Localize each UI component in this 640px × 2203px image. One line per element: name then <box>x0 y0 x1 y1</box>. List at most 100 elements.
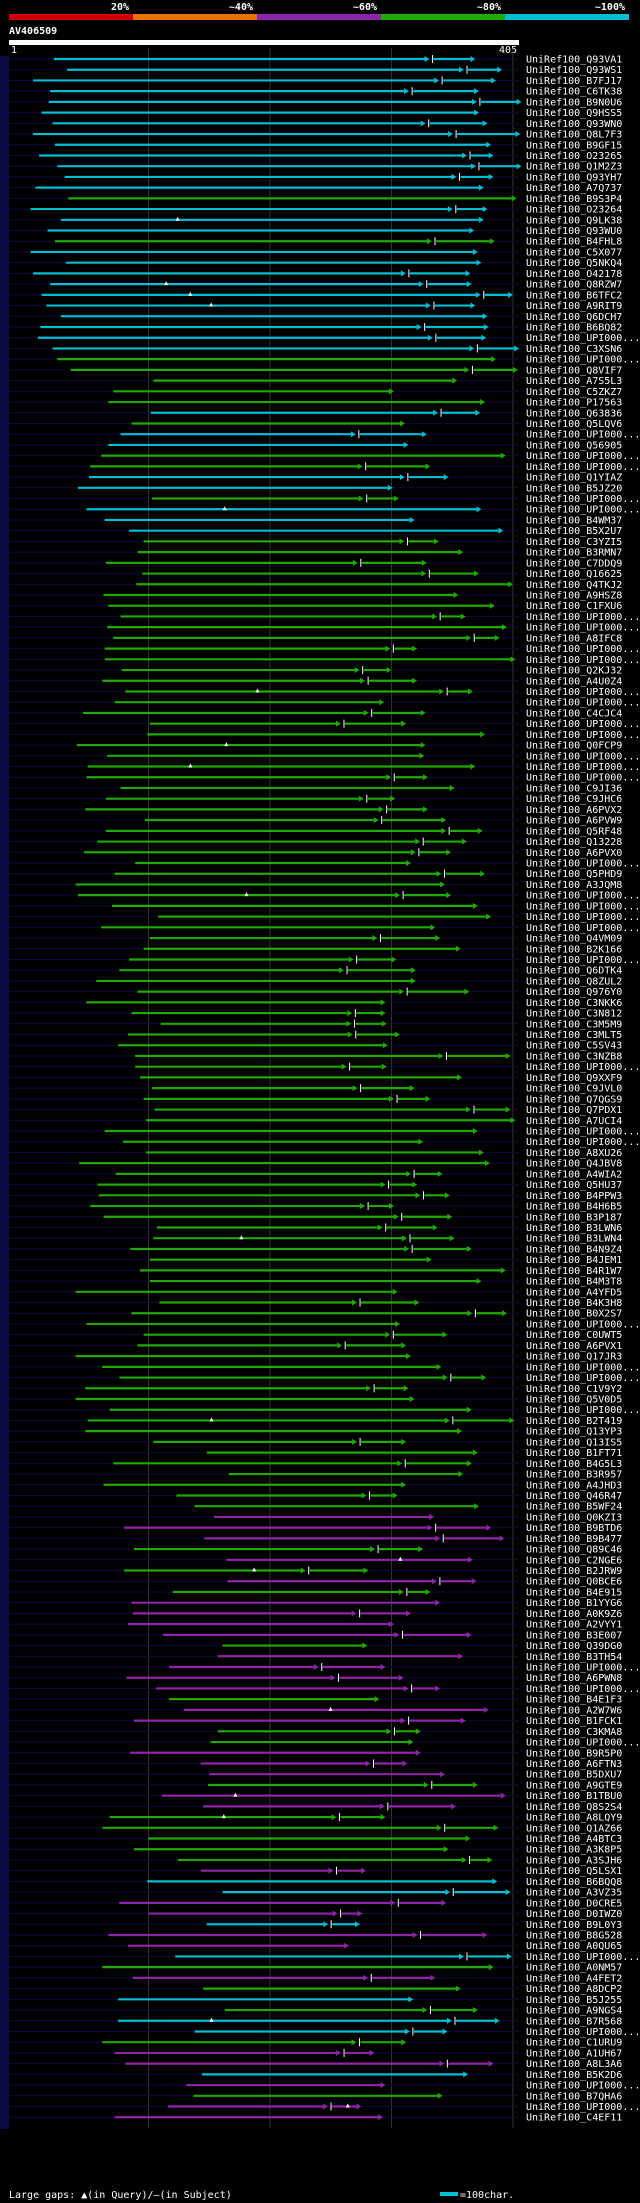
subject-label[interactable]: UniRef100_UPI000... <box>526 451 640 462</box>
subject-label[interactable]: UniRef100_UPI000... <box>526 719 640 730</box>
subject-label[interactable]: UniRef100_A6PVW9 <box>526 816 622 827</box>
subject-label[interactable]: UniRef100_Q93YH7 <box>526 172 622 183</box>
subject-label[interactable]: UniRef100_UPI000... <box>526 333 640 344</box>
subject-label[interactable]: UniRef100_Q8RZW7 <box>526 280 622 291</box>
subject-label[interactable]: UniRef100_A6PVX0 <box>526 848 622 859</box>
subject-label[interactable]: UniRef100_UPI000... <box>526 655 640 666</box>
subject-label[interactable]: UniRef100_B6BQ82 <box>526 323 622 334</box>
subject-label[interactable]: UniRef100_Q8ZUL2 <box>526 976 622 987</box>
subject-label[interactable]: UniRef100_C3MLT5 <box>526 1030 622 1041</box>
subject-label[interactable]: UniRef100_Q56905 <box>526 440 622 451</box>
subject-label[interactable]: UniRef100_A6PVX2 <box>526 805 622 816</box>
subject-label[interactable]: UniRef100_Q5LQV6 <box>526 419 622 430</box>
subject-label[interactable]: UniRef100_A0QU65 <box>526 1941 622 1952</box>
subject-label[interactable]: UniRef100_UPI000... <box>526 698 640 709</box>
subject-label[interactable]: UniRef100_Q1M2Z3 <box>526 162 622 173</box>
subject-label[interactable]: UniRef100_UPI000... <box>526 1738 640 1749</box>
subject-label[interactable]: UniRef100_UPI000... <box>526 612 640 623</box>
subject-label[interactable]: UniRef100_A4U0Z4 <box>526 676 622 687</box>
subject-label[interactable]: UniRef100_A3SJH6 <box>526 1855 622 1866</box>
subject-label[interactable]: UniRef100_A4YFD5 <box>526 1287 622 1298</box>
subject-label[interactable]: UniRef100_UPI000... <box>526 773 640 784</box>
subject-label[interactable]: UniRef100_B4E915 <box>526 1587 622 1598</box>
subject-label[interactable]: UniRef100_C1V9Y2 <box>526 1384 622 1395</box>
subject-label[interactable]: UniRef100_UPI000... <box>526 1127 640 1138</box>
subject-label[interactable]: UniRef100_B4WM37 <box>526 515 622 526</box>
subject-label[interactable]: UniRef100_A8IFC8 <box>526 633 622 644</box>
subject-label[interactable]: UniRef100_Q93WS1 <box>526 65 622 76</box>
subject-label[interactable]: UniRef100_Q5V0D5 <box>526 1395 622 1406</box>
subject-label[interactable]: UniRef100_A0NM57 <box>526 1963 622 1974</box>
subject-label[interactable]: UniRef100_Q7PDX1 <box>526 1105 622 1116</box>
subject-label[interactable]: UniRef100_A9GTE9 <box>526 1780 622 1791</box>
subject-label[interactable]: UniRef100_P17563 <box>526 398 622 409</box>
subject-label[interactable]: UniRef100_C3XSN6 <box>526 344 622 355</box>
subject-label[interactable]: UniRef100_Q93WU0 <box>526 226 622 237</box>
subject-label[interactable]: UniRef100_UPI000... <box>526 762 640 773</box>
subject-label[interactable]: UniRef100_A3JQM8 <box>526 880 622 891</box>
subject-label[interactable]: UniRef100_UPI000... <box>526 2027 640 2038</box>
subject-label[interactable]: UniRef100_C7DDQ9 <box>526 558 622 569</box>
subject-label[interactable]: UniRef100_B0X2S7 <box>526 1309 622 1320</box>
subject-label[interactable]: UniRef100_B6BQQ8 <box>526 1877 622 1888</box>
subject-label[interactable]: UniRef100_A9NGS4 <box>526 2006 622 2017</box>
subject-label[interactable]: UniRef100_UPI000... <box>526 891 640 902</box>
subject-label[interactable]: UniRef100_Q13IS5 <box>526 1437 622 1448</box>
subject-label[interactable]: UniRef100_UPI000... <box>526 644 640 655</box>
subject-label[interactable]: UniRef100_Q0FCP9 <box>526 741 622 752</box>
subject-label[interactable]: UniRef100_UPI000... <box>526 1373 640 1384</box>
subject-label[interactable]: UniRef100_A7Q737 <box>526 183 622 194</box>
subject-label[interactable]: UniRef100_A4FET2 <box>526 1973 622 1984</box>
subject-label[interactable]: UniRef100_B7FJ17 <box>526 76 622 87</box>
subject-label[interactable]: UniRef100_Q7QGS9 <box>526 1094 622 1105</box>
subject-label[interactable]: UniRef100_UPI000... <box>526 1405 640 1416</box>
subject-label[interactable]: UniRef100_C3YZI5 <box>526 537 622 548</box>
subject-label[interactable]: UniRef100_UPI000... <box>526 494 640 505</box>
subject-label[interactable]: UniRef100_A6FTN3 <box>526 1759 622 1770</box>
subject-label[interactable]: UniRef100_A8XU26 <box>526 1148 622 1159</box>
subject-label[interactable]: UniRef100_Q89C46 <box>526 1545 622 1556</box>
subject-label[interactable]: UniRef100_B9L0Y3 <box>526 1920 622 1931</box>
subject-label[interactable]: UniRef100_Q46R47 <box>526 1491 622 1502</box>
subject-label[interactable]: UniRef100_Q8VIF7 <box>526 365 622 376</box>
subject-label[interactable]: UniRef100_UPI000... <box>526 955 640 966</box>
subject-label[interactable]: UniRef100_A4WIA2 <box>526 1169 622 1180</box>
subject-label[interactable]: UniRef100_B4PPW3 <box>526 1191 622 1202</box>
subject-label[interactable]: UniRef100_Q9HSS5 <box>526 108 622 119</box>
subject-label[interactable]: UniRef100_A0K9Z6 <box>526 1609 622 1620</box>
subject-label[interactable]: UniRef100_B7R568 <box>526 2016 622 2027</box>
subject-label[interactable]: UniRef100_Q976Y0 <box>526 987 622 998</box>
subject-label[interactable]: UniRef100_B7QHA6 <box>526 2091 622 2102</box>
subject-label[interactable]: UniRef100_Q5NKQ4 <box>526 258 622 269</box>
subject-label[interactable]: UniRef100_Q13YP3 <box>526 1427 622 1438</box>
subject-label[interactable]: UniRef100_B3E007 <box>526 1630 622 1641</box>
subject-label[interactable]: UniRef100_Q0BCE6 <box>526 1577 622 1588</box>
subject-label[interactable]: UniRef100_A2W7W6 <box>526 1705 622 1716</box>
subject-label[interactable]: UniRef100_Q4TKJ2 <box>526 580 622 591</box>
subject-label[interactable]: UniRef100_B3TH54 <box>526 1652 622 1663</box>
subject-label[interactable]: UniRef100_Q5LSX1 <box>526 1866 622 1877</box>
subject-label[interactable]: UniRef100_D0IWZ0 <box>526 1909 622 1920</box>
subject-label[interactable]: UniRef100_O23264 <box>526 205 622 216</box>
subject-label[interactable]: UniRef100_C5SV43 <box>526 1041 622 1052</box>
subject-label[interactable]: UniRef100_B8G528 <box>526 1931 622 1942</box>
subject-label[interactable]: UniRef100_UPI000... <box>526 923 640 934</box>
subject-label[interactable]: UniRef100_Q13228 <box>526 837 622 848</box>
subject-label[interactable]: UniRef100_D0CRE5 <box>526 1898 622 1909</box>
subject-label[interactable]: UniRef100_UPI000... <box>526 430 640 441</box>
subject-label[interactable]: UniRef100_O23265 <box>526 151 622 162</box>
subject-label[interactable]: UniRef100_A9RIT9 <box>526 301 622 312</box>
subject-label[interactable]: UniRef100_C3KMA8 <box>526 1727 622 1738</box>
subject-label[interactable]: UniRef100_A3VZ35 <box>526 1888 622 1899</box>
subject-label[interactable]: UniRef100_B1YYG6 <box>526 1598 622 1609</box>
subject-label[interactable]: UniRef100_Q93WN0 <box>526 119 622 130</box>
subject-label[interactable]: UniRef100_B9N0U6 <box>526 97 622 108</box>
subject-label[interactable]: UniRef100_B6TFC2 <box>526 290 622 301</box>
subject-label[interactable]: UniRef100_A7UCI4 <box>526 1116 622 1127</box>
subject-label[interactable]: UniRef100_Q4VM09 <box>526 934 622 945</box>
subject-label[interactable]: UniRef100_B4E1F3 <box>526 1695 622 1706</box>
subject-label[interactable]: UniRef100_B5J255 <box>526 1995 622 2006</box>
subject-label[interactable]: UniRef100_UPI000... <box>526 1319 640 1330</box>
subject-label[interactable]: UniRef100_Q1AZ66 <box>526 1823 622 1834</box>
subject-label[interactable]: UniRef100_C3M5M9 <box>526 1019 622 1030</box>
